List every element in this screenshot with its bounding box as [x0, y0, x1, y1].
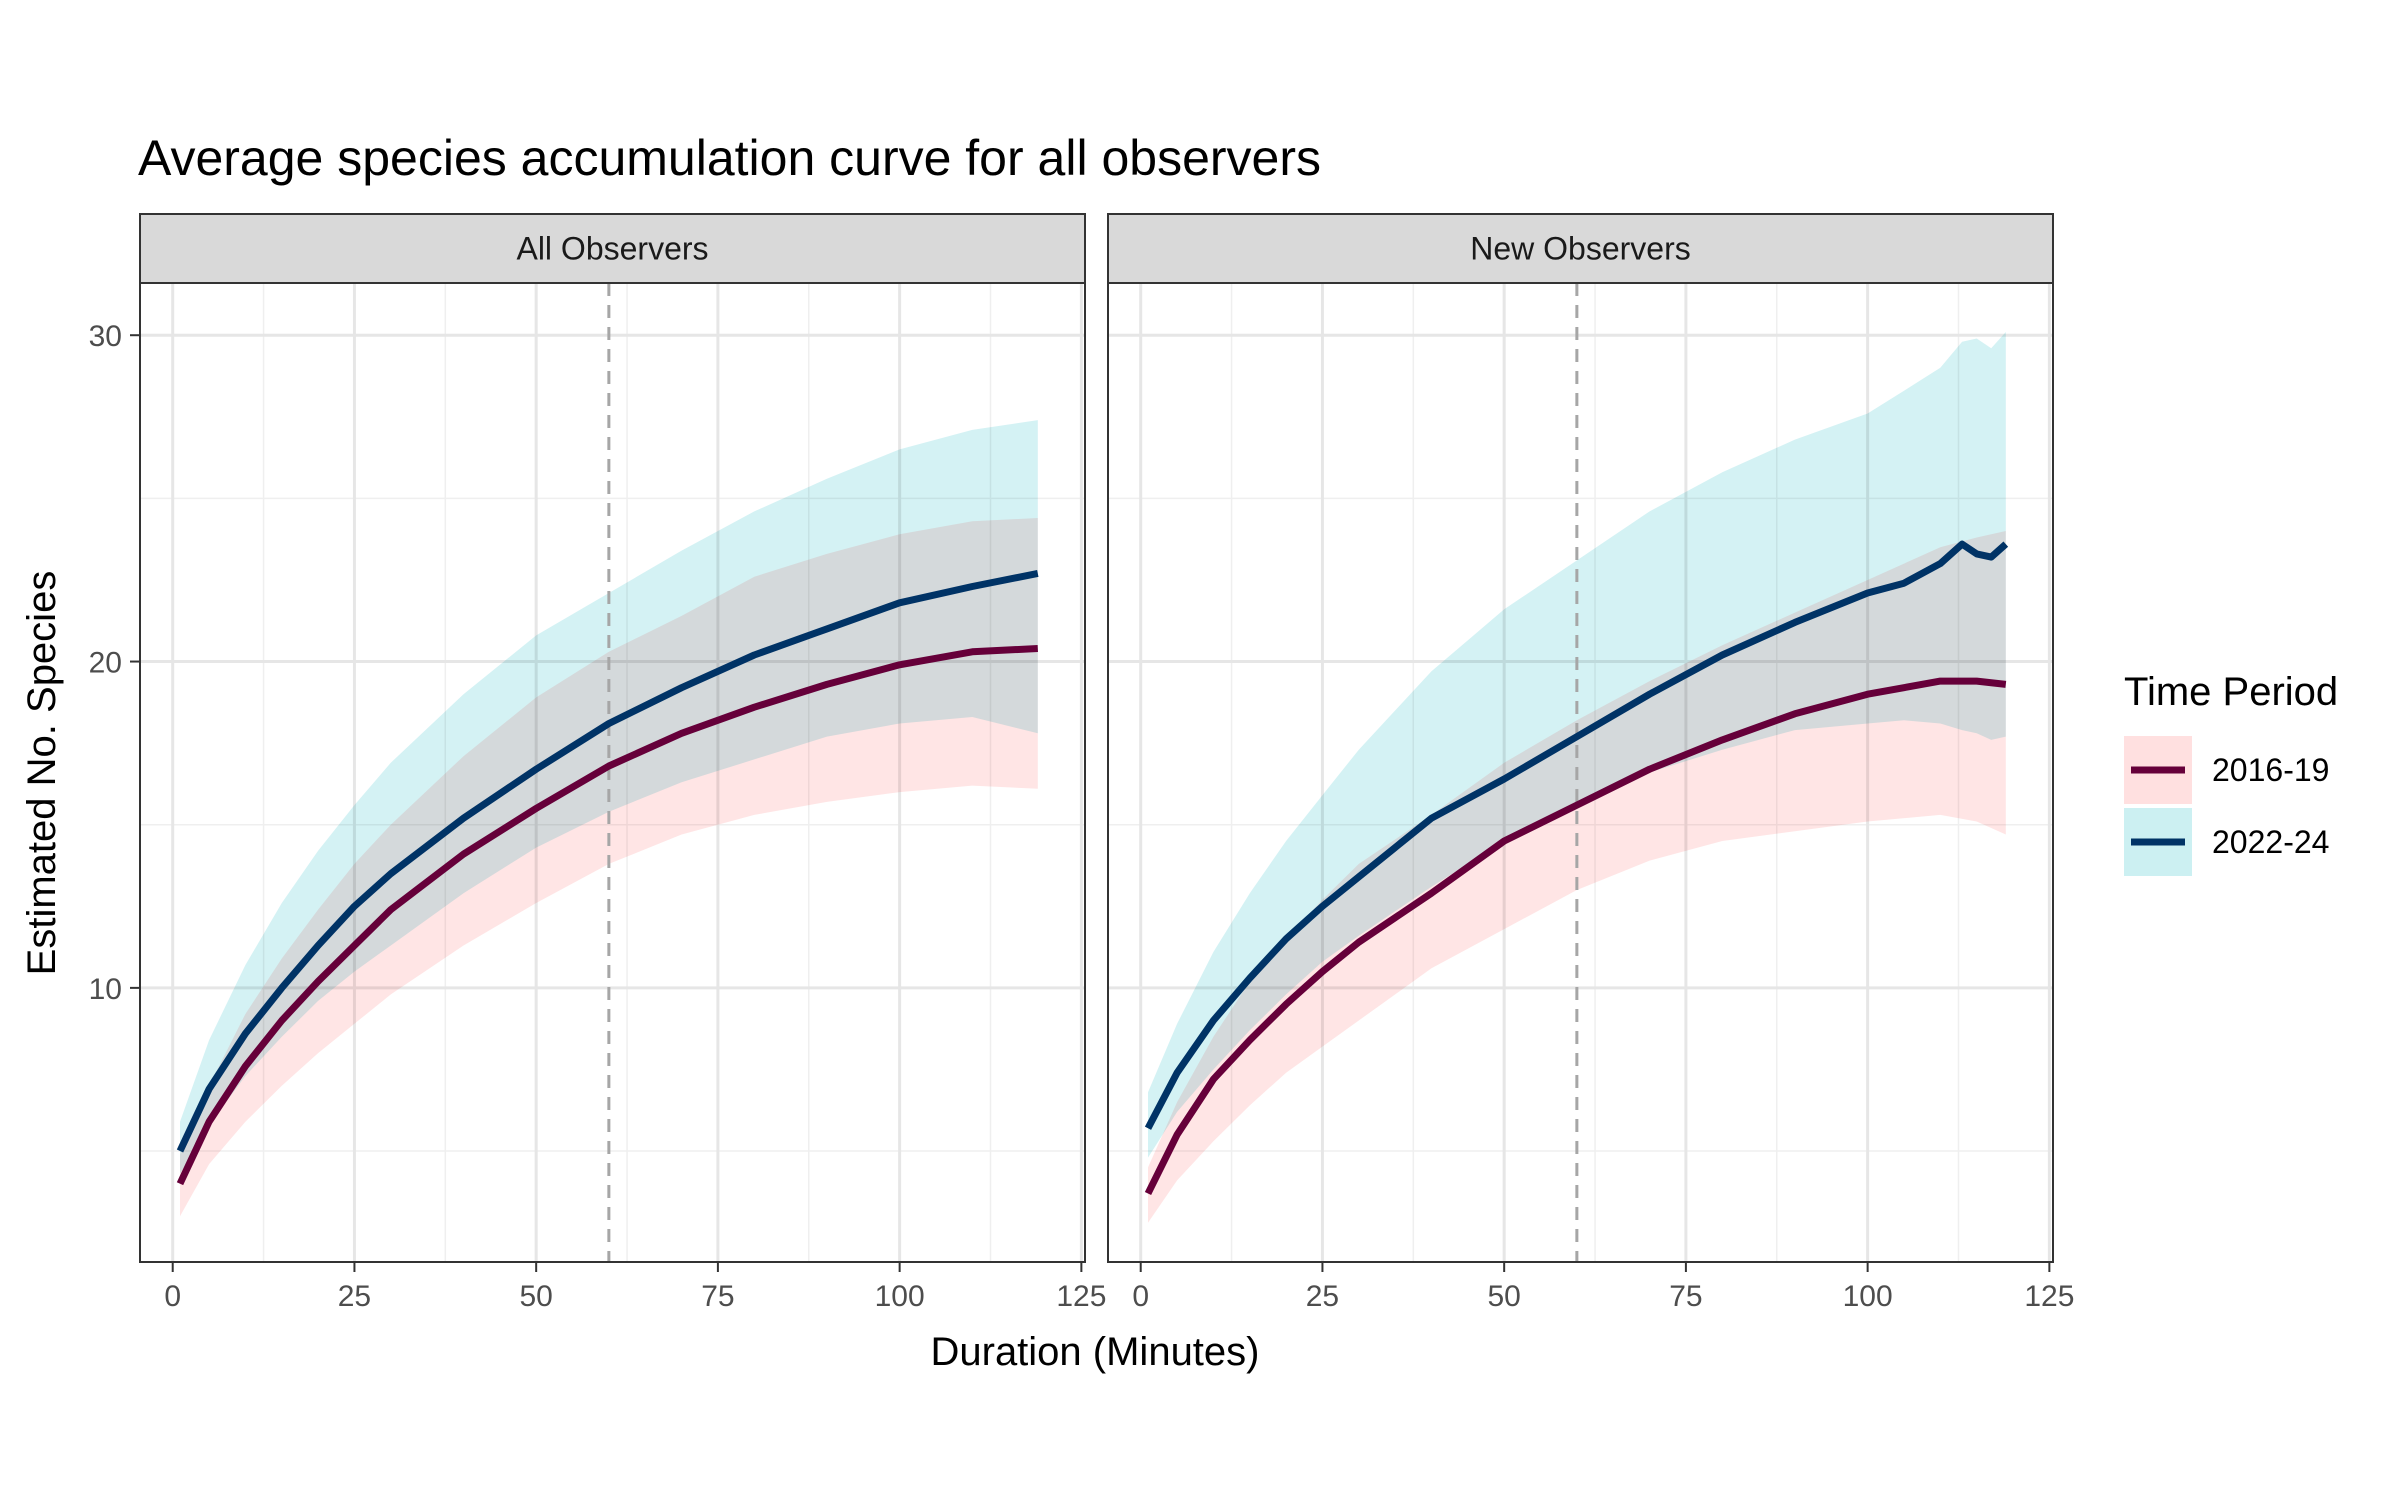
panel-new-observers: New Observers 0 25 50 75 100 125 [1107, 213, 2074, 1313]
y-tick-label: 20 [89, 647, 122, 680]
x-tick-label: 125 [1056, 1280, 1106, 1313]
series-line-2022-24 [176, 569, 1039, 1153]
y-axis: 10 20 30 [89, 320, 140, 1006]
panels: All Observers 0 25 50 75 100 125 10 20 30 New Obse… [89, 213, 2074, 1313]
x-tick-label: 0 [164, 1280, 181, 1313]
chart-title: Average species accumulation curve for a… [138, 130, 1321, 186]
facet-strip [139, 213, 1086, 284]
legend-title: Time Period [2124, 670, 2338, 714]
series-line-2016-19 [176, 645, 1038, 1186]
legend-label: 2016-19 [2212, 752, 2329, 788]
x-tick-label: 25 [338, 1280, 371, 1313]
x-tick-label: 0 [1132, 1280, 1149, 1313]
x-axis: 0 25 50 75 100 125 [1132, 1262, 2074, 1313]
x-tick-label: 100 [1843, 1280, 1893, 1313]
legend-item-2022-24: 2022-24 [2124, 808, 2329, 876]
series-line-2016-19 [1144, 677, 2007, 1196]
facet-label: New Observers [1470, 231, 1691, 267]
legend-items: 2016-19 2022-24 [2124, 736, 2329, 876]
x-tick-label: 50 [1487, 1280, 1520, 1313]
x-tick-label: 50 [519, 1280, 552, 1313]
facet-label: All Observers [516, 231, 708, 267]
x-tick-label: 25 [1306, 1280, 1339, 1313]
x-axis: 0 25 50 75 100 125 [164, 1262, 1106, 1313]
legend-label: 2022-24 [2212, 824, 2329, 860]
x-tick-label: 75 [701, 1280, 734, 1313]
legend: Time Period 2016-19 2022-24 [2124, 670, 2338, 876]
series-line-2022-24 [1144, 540, 2009, 1130]
y-tick-label: 10 [89, 973, 122, 1006]
y-tick-label: 30 [89, 320, 122, 353]
legend-item-2016-19: 2016-19 [2124, 736, 2329, 804]
panel-all-observers: All Observers 0 25 50 75 100 125 10 20 30 [89, 213, 1106, 1313]
x-tick-label: 125 [2024, 1280, 2074, 1313]
ribbon-2022-24 [1148, 332, 2006, 1158]
x-tick-label: 75 [1669, 1280, 1702, 1313]
x-tick-label: 100 [875, 1280, 925, 1313]
facet-strip [1107, 213, 2054, 284]
y-axis-title: Estimated No. Species [20, 571, 64, 976]
x-axis-title: Duration (Minutes) [930, 1330, 1259, 1374]
